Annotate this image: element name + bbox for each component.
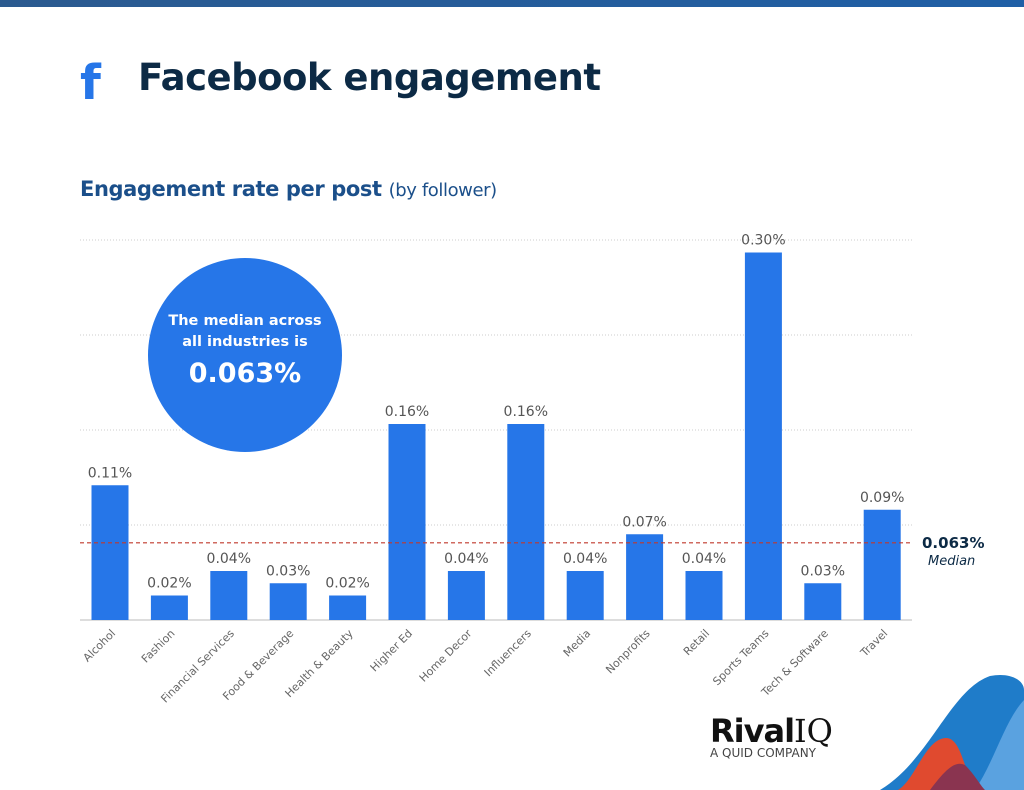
data-label: 0.03% — [801, 563, 845, 579]
median-callout: The median across all industries is 0.063… — [148, 258, 342, 452]
bar-nonprofits — [626, 534, 664, 620]
subtitle-bold: Engagement rate per post — [80, 177, 382, 201]
bar-health-beauty — [329, 595, 367, 620]
median-label: Median — [928, 554, 976, 569]
category-label: Higher Ed — [368, 627, 415, 674]
callout-text-1: The median across — [168, 313, 322, 329]
median-value: 0.063% — [922, 534, 985, 552]
data-label: 0.07% — [622, 514, 666, 530]
logo-tagline: A QUID COMPANY — [710, 746, 817, 760]
bar-media — [566, 571, 604, 620]
data-label: 0.30% — [741, 233, 785, 249]
data-label: 0.04% — [682, 551, 726, 567]
data-label: 0.02% — [147, 576, 191, 592]
bar-food-beverage — [269, 583, 307, 620]
page-title: Facebook engagement — [138, 56, 601, 99]
category-label: Alcohol — [81, 627, 119, 665]
data-label: 0.04% — [563, 551, 607, 567]
top-bar — [0, 0, 1024, 7]
data-label: 0.11% — [88, 465, 132, 481]
bar-higher-ed — [388, 424, 426, 620]
chart-subtitle: Engagement rate per post (by follower) — [80, 177, 497, 201]
callout-value: 0.063% — [188, 358, 302, 389]
data-label: 0.09% — [860, 490, 904, 506]
category-label: Travel — [857, 627, 890, 660]
data-label: 0.04% — [207, 551, 251, 567]
rival-iq-logo: RivalIQ A QUID COMPANY — [710, 712, 833, 760]
data-label: 0.04% — [444, 551, 488, 567]
category-label: Influencers — [482, 627, 534, 679]
category-label: Sports Teams — [710, 627, 771, 688]
category-label: Nonprofits — [603, 627, 653, 677]
bar-home-decor — [447, 571, 485, 620]
category-label: Fashion — [139, 627, 178, 666]
bar-sports-teams — [744, 252, 782, 620]
data-label: 0.03% — [266, 563, 310, 579]
bar-financial-services — [210, 571, 248, 620]
logo-name-bold: Rival — [710, 712, 795, 750]
bar-alcohol — [91, 485, 129, 620]
callout-text-2: all industries is — [182, 334, 308, 350]
data-label: 0.16% — [504, 404, 548, 420]
category-label: Retail — [681, 627, 712, 658]
logo-name-light: IQ — [794, 712, 833, 750]
bar-fashion — [150, 595, 188, 620]
category-label: Media — [561, 627, 594, 660]
subtitle-light: (by follower) — [388, 180, 498, 201]
facebook-icon: f — [80, 55, 101, 111]
category-label: Home Decor — [417, 627, 475, 685]
data-label: 0.16% — [385, 404, 429, 420]
bar-influencers — [507, 424, 545, 620]
bar-travel — [863, 509, 901, 620]
data-label: 0.02% — [325, 576, 369, 592]
bar-retail — [685, 571, 723, 620]
bar-tech-software — [804, 583, 842, 620]
